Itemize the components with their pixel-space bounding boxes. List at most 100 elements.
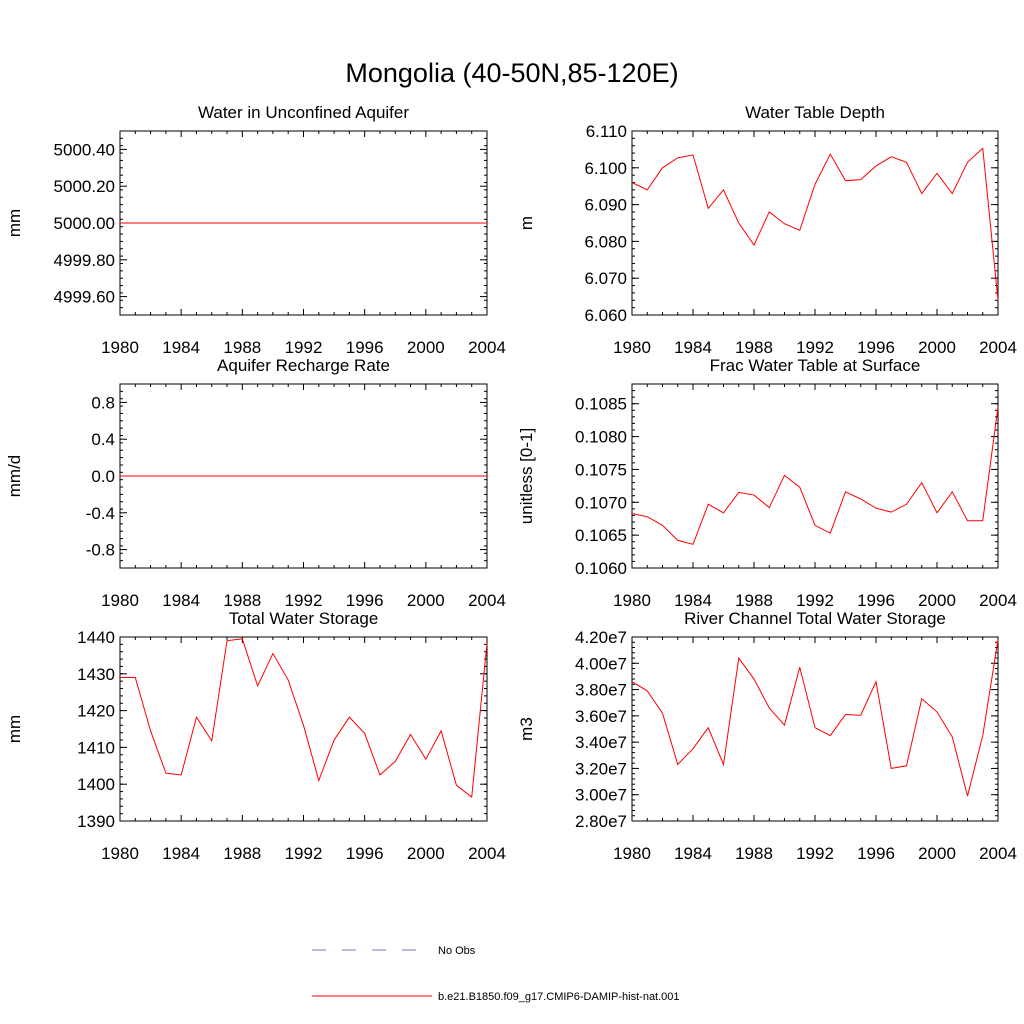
x-tick-label: 1988	[735, 844, 773, 863]
x-tick-label: 1984	[162, 338, 200, 357]
x-tick-label: 1996	[346, 338, 384, 357]
panel-4: Frac Water Table at Surface unitless [0-1…	[517, 356, 1017, 610]
legend-model-label: b.e21.B1850.f09_g17.CMIP6-DAMIP-hist-nat…	[438, 991, 680, 1003]
y-tick-label: 0.1065	[575, 526, 627, 545]
x-tick-label: 1988	[223, 591, 261, 610]
x-tick-label: 1988	[735, 591, 773, 610]
x-tick-label: 1992	[796, 844, 834, 863]
x-tick-label: 1996	[346, 844, 384, 863]
x-tick-label: 1996	[857, 338, 895, 357]
y-tick-label: 5000.40	[54, 140, 115, 159]
y-tick-label: 0.1080	[575, 428, 627, 447]
y-tick-label: 1410	[77, 738, 115, 757]
y-tick-label: 6.060	[584, 306, 627, 325]
plot-frame	[631, 130, 999, 316]
y-tick-label: 1440	[77, 628, 115, 647]
y-tick-label: 4.00e7	[575, 654, 627, 673]
y-tick-label: 0.1075	[575, 460, 627, 479]
x-tick-label: 1988	[735, 338, 773, 357]
x-tick-label: 1996	[346, 591, 384, 610]
x-tick-label: 2000	[918, 591, 956, 610]
y-tick-label: 1400	[77, 775, 115, 794]
y-tick-label: 2.80e7	[575, 812, 627, 831]
y-tick-label: 1430	[77, 665, 115, 684]
x-tick-label: 1992	[285, 338, 323, 357]
panel-2: Water Table Depth m 1980 1984 1988 1992 1996 20…	[517, 103, 1017, 357]
x-tick-label: 2000	[918, 844, 956, 863]
panel-title: Aquifer Recharge Rate	[217, 356, 390, 375]
y-axis-label: unitless [0-1]	[517, 428, 536, 524]
x-tick-label: 2004	[468, 338, 506, 357]
y-tick-label: -0.4	[86, 504, 115, 523]
panel-title: Total Water Storage	[229, 609, 379, 628]
y-tick-label: 3.80e7	[575, 681, 627, 700]
y-axis-label: mm/d	[5, 455, 24, 498]
y-tick-label: -0.8	[86, 541, 115, 560]
x-tick-label: 1980	[613, 591, 651, 610]
legend: No Obs b.e21.B1850.f09_g17.CMIP6-DAMIP-h…	[312, 945, 680, 1003]
series-line	[631, 147, 999, 301]
y-tick-label: 0.1070	[575, 493, 627, 512]
y-tick-label: 1420	[77, 702, 115, 721]
y-tick-label: 3.40e7	[575, 733, 627, 752]
x-tick-label: 1988	[223, 338, 261, 357]
y-tick-label: 5000.00	[54, 214, 115, 233]
x-tick-label: 1996	[857, 591, 895, 610]
x-tick-label: 1984	[674, 591, 712, 610]
y-tick-label: 1390	[77, 812, 115, 831]
y-tick-label: 4999.60	[54, 288, 115, 307]
y-axis-label: mm	[5, 209, 24, 237]
y-tick-label: 0.1085	[575, 395, 627, 414]
series-line	[631, 639, 999, 797]
figure-title: Mongolia (40-50N,85-120E)	[345, 58, 678, 88]
panel-6: River Channel Total Water Storage m3 1980 1…	[517, 609, 1017, 863]
x-tick-label: 1988	[223, 844, 261, 863]
x-tick-label: 1980	[101, 844, 139, 863]
y-axis-label: mm	[5, 715, 24, 743]
plot-frame	[119, 636, 488, 822]
x-tick-label: 2004	[979, 844, 1017, 863]
x-tick-label: 1996	[857, 844, 895, 863]
series-line	[120, 638, 488, 799]
y-tick-label: 0.0	[91, 467, 115, 486]
y-axis-label: m3	[517, 717, 536, 741]
x-tick-label: 1980	[613, 338, 651, 357]
panel-title: Water Table Depth	[745, 103, 885, 122]
x-tick-label: 2004	[468, 591, 506, 610]
x-tick-label: 1980	[101, 591, 139, 610]
y-tick-label: 6.080	[584, 232, 627, 251]
y-tick-label: 3.60e7	[575, 707, 627, 726]
x-tick-label: 2004	[468, 844, 506, 863]
plot-frame	[631, 636, 999, 822]
x-tick-label: 1984	[674, 844, 712, 863]
panel-3: Aquifer Recharge Rate mm/d 1980 1984 1988 199…	[5, 356, 506, 610]
x-tick-label: 2000	[407, 844, 445, 863]
x-tick-label: 2000	[407, 591, 445, 610]
y-tick-label: 4999.80	[54, 251, 115, 270]
y-tick-label: 0.1060	[575, 559, 627, 578]
x-tick-label: 1992	[796, 338, 834, 357]
y-tick-label: 6.100	[584, 159, 627, 178]
x-tick-label: 1984	[674, 338, 712, 357]
panels: Water in Unconfined Aquifer mm 1980 1984 198…	[5, 103, 1017, 863]
y-tick-label: 0.8	[91, 393, 115, 412]
panel-5: Total Water Storage mm 1980 1984 1988 1992 199…	[5, 609, 506, 863]
x-tick-label: 1980	[613, 844, 651, 863]
x-tick-label: 1980	[101, 338, 139, 357]
y-tick-label: 0.4	[91, 430, 115, 449]
x-tick-label: 2000	[407, 338, 445, 357]
y-axis-label: m	[517, 216, 536, 230]
panel-title: River Channel Total Water Storage	[684, 609, 946, 628]
series-line	[631, 406, 999, 545]
x-tick-label: 1992	[285, 591, 323, 610]
x-tick-label: 1992	[285, 844, 323, 863]
x-tick-label: 2004	[979, 591, 1017, 610]
y-tick-label: 6.090	[584, 196, 627, 215]
panel-1: Water in Unconfined Aquifer mm 1980 1984 198…	[5, 103, 506, 357]
y-tick-label: 6.110	[586, 122, 627, 141]
y-tick-label: 4.20e7	[575, 628, 627, 647]
x-tick-label: 2000	[918, 338, 956, 357]
legend-obs-label: No Obs	[438, 945, 476, 957]
y-tick-label: 6.070	[584, 269, 627, 288]
